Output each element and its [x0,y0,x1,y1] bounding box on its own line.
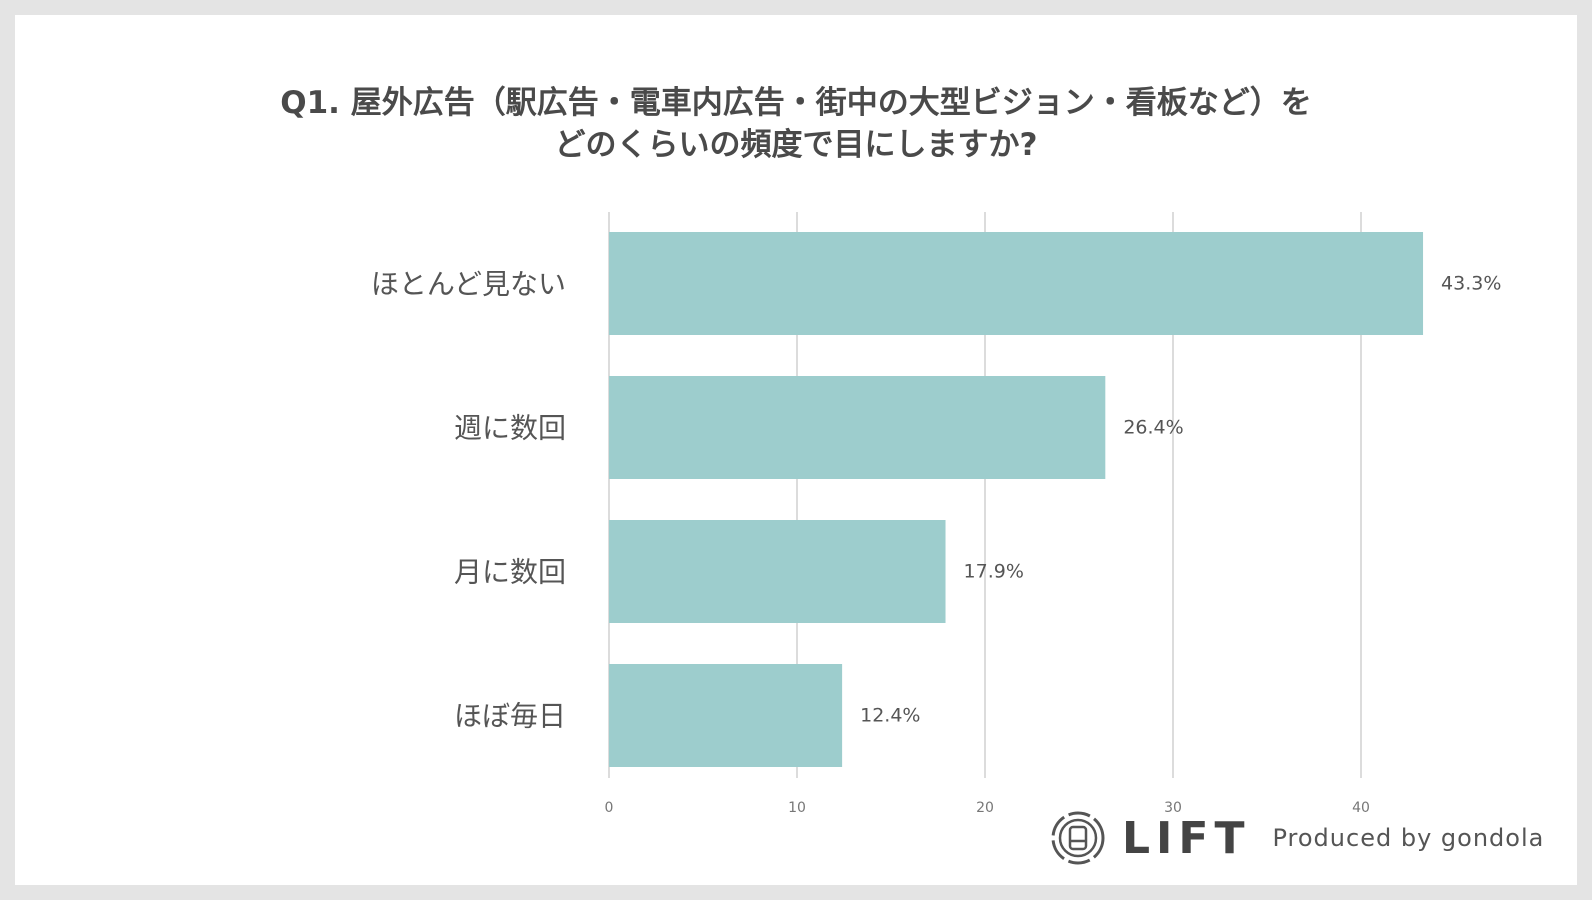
chart-title: Q1. 屋外広告（駅広告・電車内広告・街中の大型ビジョン・看板など）を どのくら… [0,82,1592,166]
data-label: 43.3% [1441,273,1501,295]
title-line-2: どのくらいの頻度で目にしますか? [554,127,1038,163]
bar [609,232,1424,335]
logo-text: LIFT [1122,812,1251,864]
x-tick-label: 10 [788,800,806,816]
seat-icon [1051,811,1105,865]
bar [609,376,1106,479]
title-line-1: Q1. 屋外広告（駅広告・電車内広告・街中の大型ビジョン・看板など）を [280,85,1312,121]
data-label: 12.4% [860,705,920,727]
x-tick-label: 30 [1164,800,1182,816]
data-label: 26.4% [1123,417,1183,439]
lift-logo: LIFT Produced by gondola [1050,810,1544,866]
x-tick-label: 40 [1352,800,1370,816]
x-tick-label: 0 [605,800,614,816]
data-label: 17.9% [964,561,1024,583]
category-label: 月に数回 [454,556,566,589]
bar [609,520,946,623]
produced-by: Produced by gondola [1272,824,1545,852]
category-label: ほとんど見ない [371,268,566,301]
x-tick-label: 20 [976,800,994,816]
category-label: 週に数回 [454,412,566,445]
category-label: ほぼ毎日 [454,700,566,733]
bar [609,664,843,767]
